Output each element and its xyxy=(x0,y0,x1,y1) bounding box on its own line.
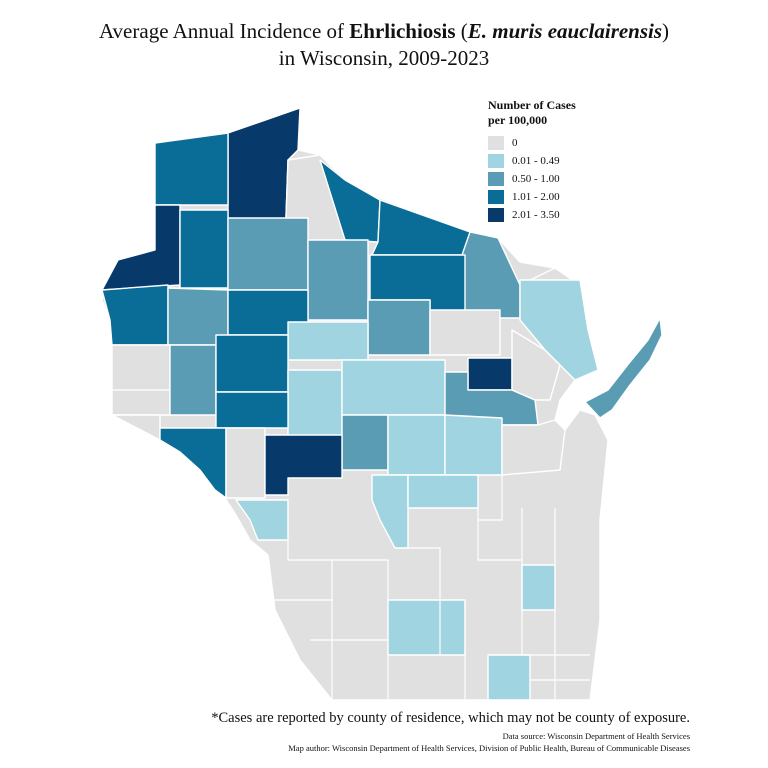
county-langlade xyxy=(429,309,501,356)
footnote: *Cases are reported by county of residen… xyxy=(211,710,690,726)
legend-title-line-1: Number of Cases xyxy=(488,98,576,112)
legend-label-1: 0.01 - 0.49 xyxy=(512,155,560,167)
legend-swatch-4 xyxy=(488,208,504,222)
county-boundaries xyxy=(112,389,590,700)
county-pierce xyxy=(111,414,161,441)
title-paren-close: ) xyxy=(662,19,670,43)
county-oconto xyxy=(511,329,561,401)
title-paren-open: ( xyxy=(455,19,468,43)
county-wood xyxy=(341,414,389,471)
legend-label-0: 0 xyxy=(512,137,518,149)
legend-item-2: 0.50 - 1.00 xyxy=(488,170,618,188)
county-st-croix xyxy=(111,344,171,416)
county-brown xyxy=(501,419,566,476)
county-marathon xyxy=(341,359,446,416)
county-door xyxy=(584,317,663,419)
legend-title: Number of Cases per 100,000 xyxy=(488,98,618,128)
county-taylor xyxy=(287,321,369,361)
county-buffalo xyxy=(159,427,227,499)
county-walworth xyxy=(487,654,531,701)
legend-item-0: 0 xyxy=(488,134,618,152)
data-source: Data source: Wisconsin Department of Hea… xyxy=(502,731,690,741)
county-vilas xyxy=(371,199,471,256)
title-prefix: Average Annual Incidence of xyxy=(98,19,350,43)
legend-swatch-1 xyxy=(488,154,504,168)
county-menominee xyxy=(467,357,513,391)
county-washburn xyxy=(179,209,229,289)
county-dunn xyxy=(169,344,217,416)
legend-item-1: 0.01 - 0.49 xyxy=(488,152,618,170)
legend-swatch-0 xyxy=(488,136,504,150)
map-legend: Number of Cases per 100,000 0 0.01 - 0.4… xyxy=(488,98,618,224)
legend-label-3: 1.01 - 2.00 xyxy=(512,191,560,203)
title-line-2: in Wisconsin, 2009-2023 xyxy=(278,46,490,70)
title-disease: Ehrlichiosis xyxy=(349,19,456,43)
legend-label-2: 0.50 - 1.00 xyxy=(512,173,560,185)
county-waupaca xyxy=(444,414,503,476)
county-waushara xyxy=(407,474,479,509)
county-sheboygan xyxy=(521,564,556,611)
county-marinette-upper xyxy=(497,237,556,286)
county-la-crosse xyxy=(235,499,289,541)
legend-item-4: 2.01 - 3.50 xyxy=(488,206,618,224)
county-lincoln xyxy=(367,299,431,356)
county-price xyxy=(307,239,369,321)
legend-swatch-3 xyxy=(488,190,504,204)
map-title: Average Annual Incidence of Ehrlichiosis… xyxy=(0,18,768,72)
legend-item-3: 1.01 - 2.00 xyxy=(488,188,618,206)
county-portage xyxy=(387,414,446,476)
county-marinette xyxy=(519,279,599,381)
county-jackson xyxy=(264,434,343,496)
county-douglas xyxy=(154,132,229,206)
county-dane xyxy=(387,599,466,656)
county-trempealeau xyxy=(225,427,266,499)
title-species: E. muris eauclairensis xyxy=(467,19,663,43)
county-eau-claire xyxy=(215,391,289,429)
county-florence xyxy=(461,231,521,319)
map-author: Map author: Wisconsin Department of Heal… xyxy=(288,743,690,753)
county-sawyer xyxy=(227,217,309,291)
county-burnett xyxy=(101,204,181,291)
county-chippewa xyxy=(215,334,289,393)
county-clark xyxy=(287,369,343,439)
county-polk xyxy=(101,284,169,346)
legend-title-line-2: per 100,000 xyxy=(488,113,548,127)
title-line-1: Average Annual Incidence of Ehrlichiosis… xyxy=(0,18,768,45)
legend-label-4: 2.01 - 3.50 xyxy=(512,209,560,221)
legend-swatch-2 xyxy=(488,172,504,186)
